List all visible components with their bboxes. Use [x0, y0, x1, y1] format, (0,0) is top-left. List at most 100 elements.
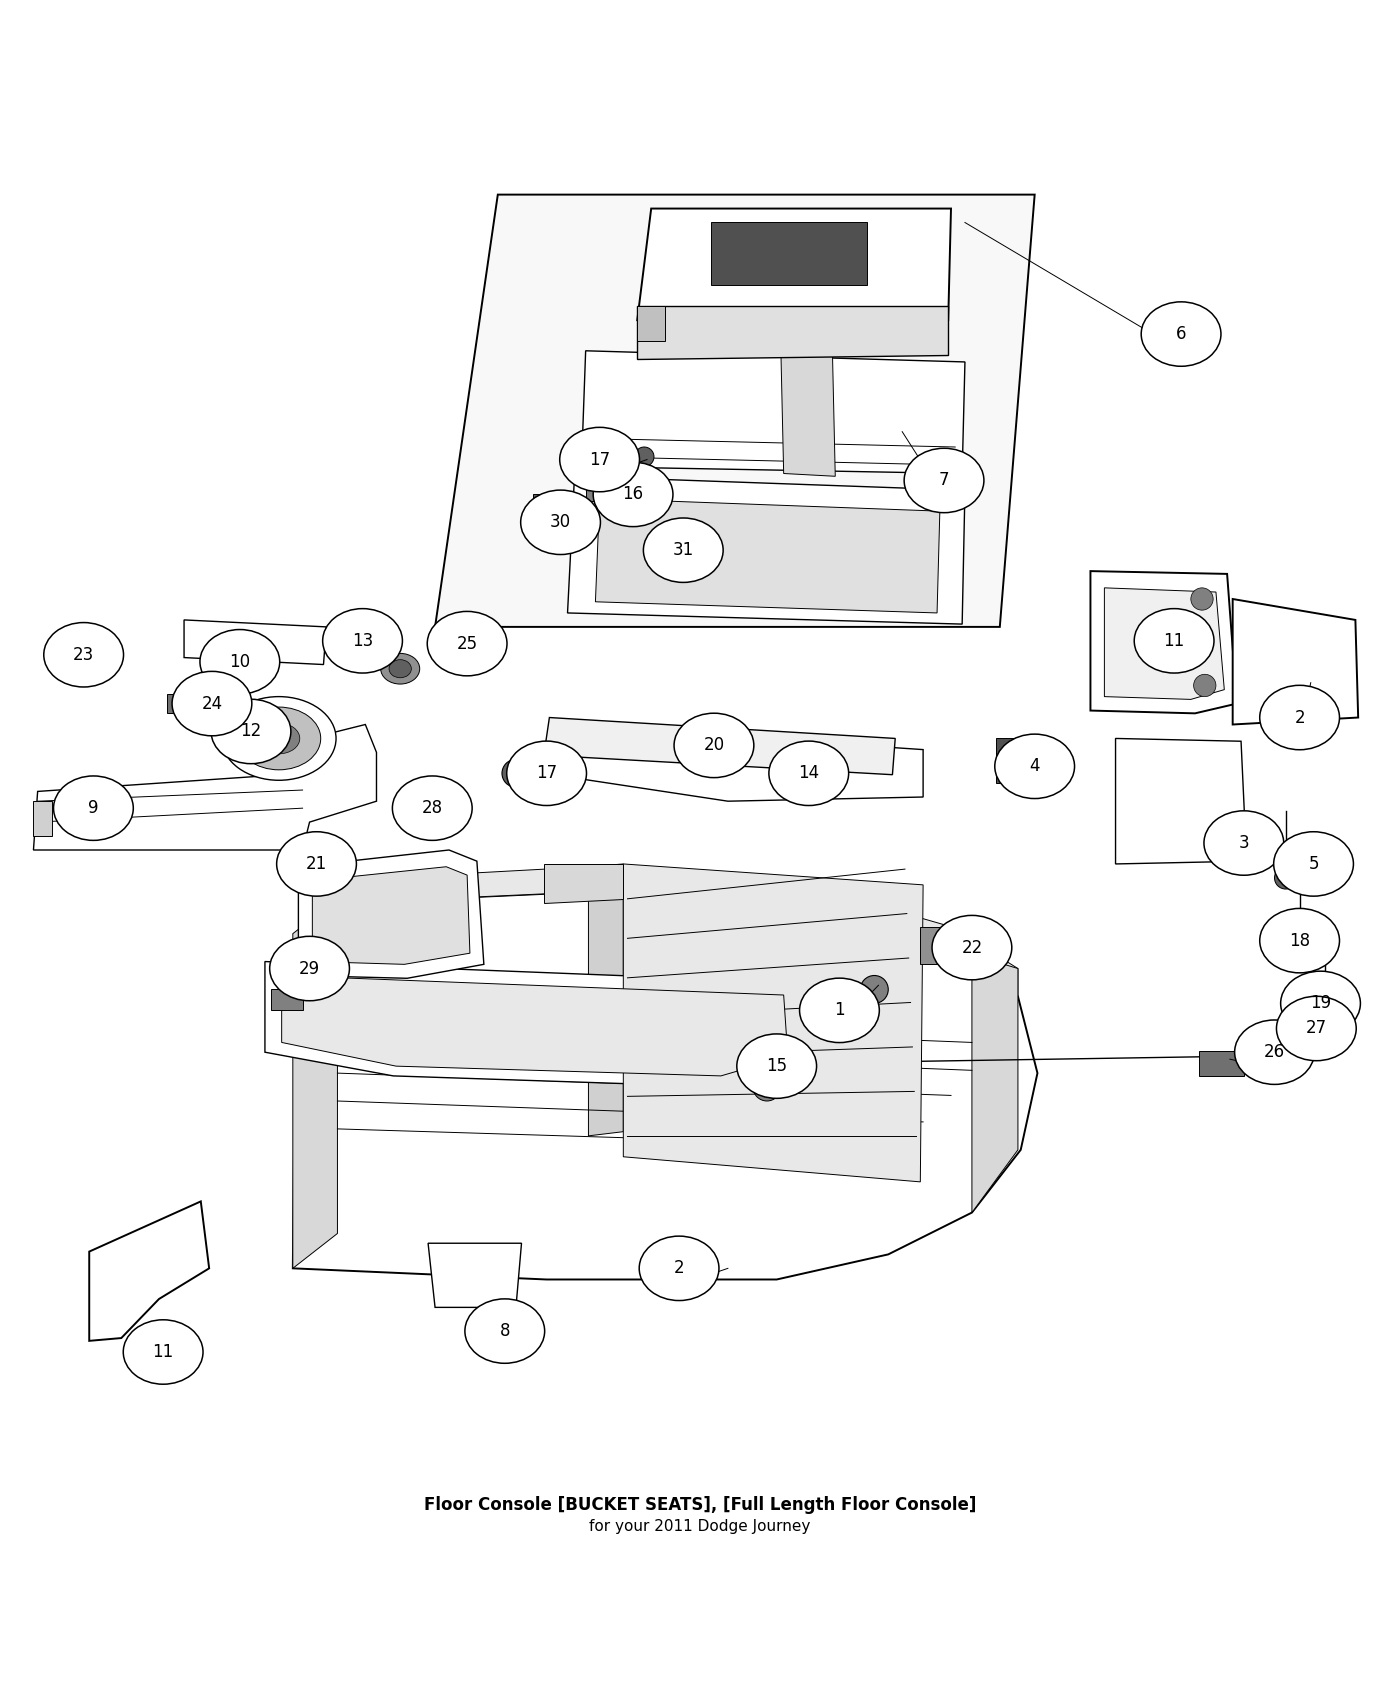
Text: 5: 5 [1309, 855, 1319, 872]
Text: 22: 22 [962, 938, 983, 957]
Polygon shape [637, 306, 665, 342]
Ellipse shape [1134, 609, 1214, 673]
Ellipse shape [521, 490, 601, 554]
Text: 23: 23 [73, 646, 94, 663]
Text: for your 2011 Dodge Journey: for your 2011 Dodge Journey [589, 1518, 811, 1533]
Ellipse shape [451, 641, 476, 663]
Ellipse shape [389, 660, 412, 678]
Polygon shape [581, 350, 965, 474]
Text: 21: 21 [307, 855, 328, 872]
Text: 20: 20 [703, 736, 725, 755]
Text: 28: 28 [421, 799, 442, 818]
Ellipse shape [172, 672, 252, 736]
Ellipse shape [392, 775, 472, 840]
Polygon shape [1116, 738, 1246, 864]
Ellipse shape [1260, 685, 1340, 750]
Ellipse shape [1141, 303, 1221, 366]
Polygon shape [183, 620, 326, 665]
Ellipse shape [932, 915, 1012, 979]
Polygon shape [637, 306, 948, 359]
Ellipse shape [444, 634, 483, 670]
Circle shape [861, 976, 888, 1003]
Ellipse shape [1260, 908, 1340, 972]
Text: 9: 9 [88, 799, 98, 818]
Ellipse shape [43, 622, 123, 687]
Text: 17: 17 [536, 765, 557, 782]
Ellipse shape [769, 741, 848, 806]
Ellipse shape [221, 697, 336, 780]
Circle shape [634, 447, 654, 466]
Text: 1: 1 [834, 1001, 844, 1020]
Polygon shape [1232, 598, 1358, 724]
Text: Floor Console [BUCKET SEATS], [Full Length Floor Console]: Floor Console [BUCKET SEATS], [Full Leng… [424, 1496, 976, 1515]
Ellipse shape [346, 636, 385, 668]
Polygon shape [972, 955, 1018, 1212]
Polygon shape [293, 892, 1037, 1280]
Circle shape [1288, 867, 1310, 889]
Polygon shape [995, 738, 1049, 784]
Ellipse shape [1274, 831, 1354, 896]
Ellipse shape [1277, 996, 1357, 1061]
Polygon shape [623, 864, 923, 1182]
Text: 4: 4 [1029, 756, 1040, 775]
Polygon shape [90, 1202, 209, 1341]
Text: 26: 26 [1264, 1044, 1285, 1061]
Text: 25: 25 [456, 634, 477, 653]
Polygon shape [585, 476, 623, 502]
Text: 30: 30 [550, 513, 571, 532]
Ellipse shape [560, 427, 640, 491]
Polygon shape [337, 867, 1018, 996]
Ellipse shape [211, 699, 291, 763]
Polygon shape [920, 927, 967, 964]
Circle shape [753, 1073, 781, 1102]
Text: 2: 2 [1294, 709, 1305, 726]
Ellipse shape [799, 977, 879, 1042]
Polygon shape [532, 495, 553, 512]
Circle shape [1313, 923, 1336, 945]
Polygon shape [312, 867, 470, 964]
Text: 31: 31 [672, 541, 694, 559]
Text: 11: 11 [153, 1343, 174, 1362]
Text: 2: 2 [673, 1260, 685, 1277]
Polygon shape [1200, 1051, 1243, 1076]
Polygon shape [298, 850, 484, 977]
Polygon shape [34, 801, 52, 836]
Circle shape [406, 802, 431, 828]
Ellipse shape [381, 653, 420, 683]
Ellipse shape [594, 462, 673, 527]
Circle shape [1274, 867, 1296, 889]
Polygon shape [543, 717, 895, 775]
Text: 12: 12 [241, 722, 262, 741]
Polygon shape [567, 476, 965, 624]
Polygon shape [637, 209, 951, 320]
Ellipse shape [904, 449, 984, 513]
Polygon shape [532, 512, 574, 536]
Ellipse shape [1204, 811, 1284, 876]
Text: 16: 16 [623, 486, 644, 503]
Ellipse shape [640, 1236, 720, 1300]
Ellipse shape [354, 643, 377, 661]
Polygon shape [588, 864, 623, 1136]
Circle shape [503, 760, 529, 787]
Text: 17: 17 [589, 450, 610, 469]
Text: 10: 10 [230, 653, 251, 672]
Text: 6: 6 [1176, 325, 1186, 343]
Ellipse shape [322, 609, 402, 673]
Polygon shape [543, 864, 623, 903]
Ellipse shape [507, 741, 587, 806]
Text: 19: 19 [1310, 994, 1331, 1013]
Text: 27: 27 [1306, 1020, 1327, 1037]
Ellipse shape [270, 937, 350, 1001]
Ellipse shape [465, 1299, 545, 1363]
Polygon shape [270, 989, 302, 1010]
Ellipse shape [1235, 1020, 1315, 1085]
Text: 29: 29 [300, 959, 321, 978]
Text: 24: 24 [202, 695, 223, 712]
Polygon shape [1246, 1034, 1299, 1062]
Text: 14: 14 [798, 765, 819, 782]
Polygon shape [281, 976, 788, 1076]
Ellipse shape [53, 775, 133, 840]
Polygon shape [293, 899, 337, 1268]
Polygon shape [1091, 571, 1236, 714]
Polygon shape [168, 694, 223, 714]
